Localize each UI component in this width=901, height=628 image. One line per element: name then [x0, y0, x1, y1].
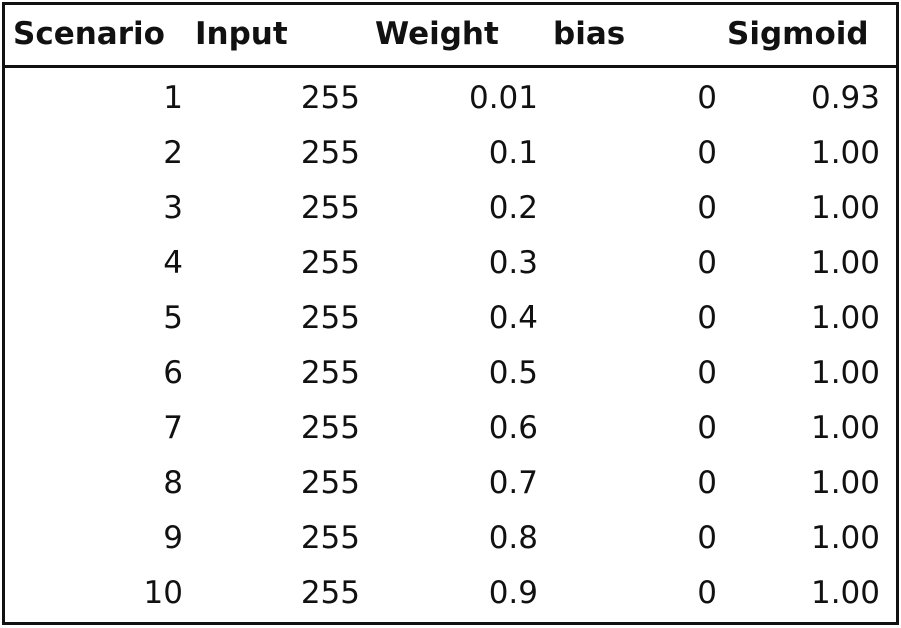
cell-input: 255: [300, 355, 360, 391]
cell-bias: 0: [697, 245, 717, 281]
cell-sigmoid: 1.00: [810, 355, 880, 391]
table-row: 4 255 0.3 0 1.00: [5, 237, 896, 292]
cell-weight: 0.01: [468, 80, 538, 116]
cell-scenario: 6: [163, 355, 183, 391]
table-row: 2 255 0.1 0 1.00: [5, 127, 896, 182]
table-header: Scenario Input Weight bias Sigmoid: [5, 5, 896, 68]
cell-weight: 0.7: [488, 465, 538, 501]
cell-scenario: 9: [163, 520, 183, 556]
cell-input: 255: [300, 190, 360, 226]
table-row: 7 255 0.6 0 1.00: [5, 402, 896, 457]
cell-sigmoid: 1.00: [810, 190, 880, 226]
cell-input: 255: [300, 300, 360, 336]
cell-weight: 0.6: [488, 410, 538, 446]
cell-weight: 0.3: [488, 245, 538, 281]
cell-input: 255: [300, 80, 360, 116]
cell-scenario: 10: [143, 575, 183, 611]
cell-sigmoid: 1.00: [810, 135, 880, 171]
cell-weight: 0.5: [488, 355, 538, 391]
cell-input: 255: [300, 575, 360, 611]
cell-input: 255: [300, 135, 360, 171]
cell-scenario: 2: [163, 135, 183, 171]
header-sigmoid: Sigmoid: [727, 16, 869, 52]
cell-weight: 0.8: [488, 520, 538, 556]
header-weight: Weight: [375, 16, 499, 52]
cell-input: 255: [300, 245, 360, 281]
cell-bias: 0: [697, 520, 717, 556]
cell-scenario: 4: [163, 245, 183, 281]
cell-weight: 0.4: [488, 300, 538, 336]
cell-scenario: 7: [163, 410, 183, 446]
cell-sigmoid: 1.00: [810, 245, 880, 281]
cell-sigmoid: 1.00: [810, 575, 880, 611]
cell-scenario: 3: [163, 190, 183, 226]
cell-input: 255: [300, 465, 360, 501]
cell-sigmoid: 1.00: [810, 300, 880, 336]
cell-input: 255: [300, 520, 360, 556]
table-row: 5 255 0.4 0 1.00: [5, 292, 896, 347]
header-scenario: Scenario: [13, 16, 165, 52]
cell-weight: 0.9: [488, 575, 538, 611]
table-row: 9 255 0.8 0 1.00: [5, 512, 896, 567]
table-row: 6 255 0.5 0 1.00: [5, 347, 896, 402]
cell-input: 255: [300, 410, 360, 446]
cell-bias: 0: [697, 465, 717, 501]
cell-bias: 0: [697, 575, 717, 611]
table-row: 10 255 0.9 0 1.00: [5, 567, 896, 622]
cell-bias: 0: [697, 80, 717, 116]
table-row: 8 255 0.7 0 1.00: [5, 457, 896, 512]
cell-weight: 0.2: [488, 190, 538, 226]
header-bias: bias: [553, 16, 626, 52]
cell-scenario: 8: [163, 465, 183, 501]
table-row: 1 255 0.01 0 0.93: [5, 72, 896, 127]
cell-scenario: 5: [163, 300, 183, 336]
cell-scenario: 1: [163, 80, 183, 116]
cell-weight: 0.1: [488, 135, 538, 171]
cell-bias: 0: [697, 410, 717, 446]
table-row: 3 255 0.2 0 1.00: [5, 182, 896, 237]
cell-sigmoid: 1.00: [810, 520, 880, 556]
cell-bias: 0: [697, 190, 717, 226]
cell-sigmoid: 0.93: [810, 80, 880, 116]
cell-bias: 0: [697, 135, 717, 171]
cell-sigmoid: 1.00: [810, 465, 880, 501]
cell-bias: 0: [697, 300, 717, 336]
cell-sigmoid: 1.00: [810, 410, 880, 446]
cell-bias: 0: [697, 355, 717, 391]
header-input: Input: [195, 16, 288, 52]
